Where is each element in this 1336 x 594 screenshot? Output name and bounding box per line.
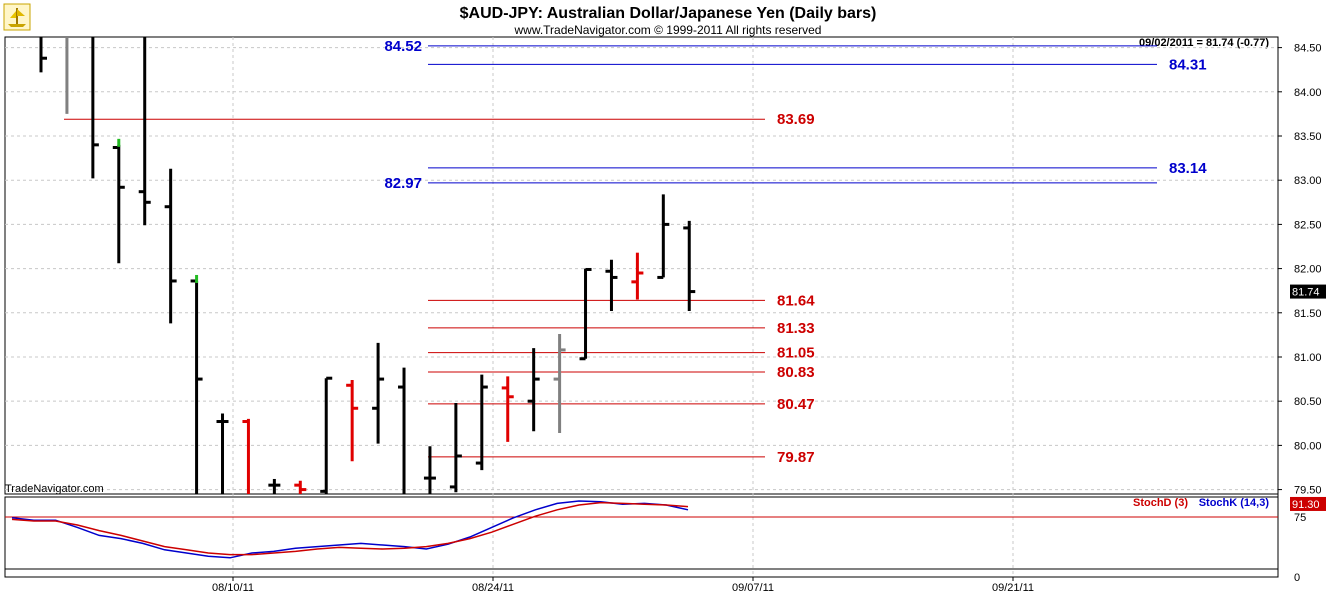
ohlc-bar	[372, 342, 385, 444]
ohlc-bar	[91, 37, 99, 179]
stoch-d-legend: StochD (3)	[1133, 497, 1188, 509]
ohlc-bar	[320, 376, 333, 494]
ohlc-bar	[449, 402, 462, 493]
price-grid	[4, 36, 1279, 577]
price-tick-label: 82.00	[1294, 264, 1322, 276]
ohlc-bar	[657, 194, 670, 279]
price-tick-label: 84.50	[1294, 43, 1322, 55]
ohlc-bar	[294, 480, 307, 494]
last-quote: 09/02/2011 = 81.74 (-0.77)	[1139, 37, 1269, 49]
watermark: TradeNavigator.com	[5, 483, 104, 495]
ohlc-bar	[216, 413, 229, 494]
price-axis: 84.50 84.00 83.50 83.00 82.50 82.00 81.50 81.00…	[1277, 37, 1326, 577]
last-price-label: 81.74	[1292, 287, 1320, 299]
ohlc-bar	[39, 37, 47, 73]
time-tick-label: 09/21/11	[992, 582, 1034, 594]
copyright-notice: www.TradeNavigator.com © 1999-2011 All r…	[514, 23, 822, 37]
last-price-box	[1290, 284, 1326, 299]
ohlc-bar	[112, 144, 125, 264]
price-tick-label: 84.00	[1294, 87, 1322, 99]
price-tick-label: 80.50	[1294, 396, 1322, 408]
level-label: 80.83	[777, 364, 815, 381]
time-tick-label: 08/10/11	[212, 582, 254, 594]
level-label: 82.97	[384, 175, 422, 192]
stoch-k-line	[11, 500, 689, 559]
ohlc-bar	[527, 348, 540, 432]
price-tick-label: 82.50	[1294, 219, 1322, 231]
ohlc-bar	[423, 446, 436, 494]
ohlc-bar	[242, 418, 250, 494]
ohlc-bar	[346, 379, 359, 462]
ohlc-bar	[683, 220, 696, 312]
price-tick-label: 81.00	[1294, 352, 1322, 364]
ohlc-bar	[138, 37, 151, 226]
trade-navigator-logo-icon	[3, 3, 31, 31]
time-axis: 08/10/11 08/24/11 09/07/11 09/21/11	[5, 576, 1278, 594]
stoch-d-line	[11, 501, 689, 556]
ohlc-bar	[631, 252, 644, 300]
price-tick-label: 79.50	[1294, 485, 1322, 497]
level-label: 81.05	[777, 345, 815, 362]
stoch-k-legend: StochK (14,3)	[1199, 497, 1270, 509]
stoch-tick-label: 0	[1294, 572, 1300, 584]
level-label: 79.87	[777, 449, 815, 466]
level-label: 84.31	[1169, 56, 1207, 73]
price-tick-label: 83.50	[1294, 131, 1322, 143]
level-label: 81.64	[777, 292, 815, 309]
time-tick-label: 08/24/11	[472, 582, 514, 594]
level-label: 80.47	[777, 396, 815, 413]
ohlc-bar	[501, 376, 514, 442]
support-resistance-levels: 84.52 84.31 83.69 83.14 82.97 81.64 81.33 81.05…	[64, 38, 1207, 466]
price-tick-label: 81.50	[1294, 308, 1322, 320]
ohlc-bar	[398, 367, 406, 494]
level-label: 83.14	[1169, 160, 1207, 177]
ohlc-bar	[553, 334, 566, 434]
chart-title: $AUD-JPY: Australian Dollar/Japanese Yen…	[460, 5, 877, 22]
time-tick-label: 09/07/11	[732, 582, 774, 594]
ohlc-bar	[164, 168, 177, 324]
level-label: 81.33	[777, 320, 815, 337]
price-tick-label: 83.00	[1294, 175, 1322, 187]
ohlc-bar	[579, 267, 592, 361]
stoch-tick-label: 75	[1294, 512, 1306, 524]
ohlc-bar	[268, 478, 281, 494]
ohlc-bar	[605, 259, 618, 312]
ohlc-bars	[39, 37, 696, 494]
level-label: 83.69	[777, 111, 815, 128]
stoch-last-label: 91.30	[1292, 499, 1320, 511]
ohlc-bar	[475, 374, 488, 471]
level-label: 84.52	[384, 38, 422, 55]
price-tick-label: 80.00	[1294, 440, 1322, 452]
stoch-last-box	[1290, 496, 1326, 511]
